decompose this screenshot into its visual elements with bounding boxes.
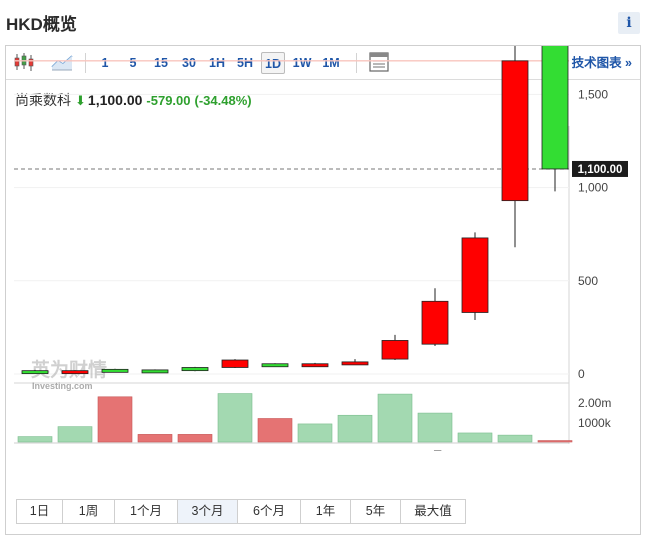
instrument-name: 尚乘数科 — [15, 92, 71, 108]
candle-body — [61, 370, 89, 375]
y-tick-label: 1,000 — [578, 181, 608, 195]
x-tick-label: 2 — [512, 449, 519, 451]
candle — [341, 359, 369, 366]
last-price: 1,100.00 — [87, 92, 143, 108]
candle-body — [341, 361, 369, 366]
volume-bar — [97, 396, 133, 443]
line-chart-icon[interactable] — [50, 51, 74, 73]
x-tick-label: 月 '22 — [432, 449, 463, 451]
candle — [221, 359, 249, 369]
price-change-pct: (-34.48%) — [194, 93, 252, 108]
volume-tick-label: 1000k — [578, 416, 612, 430]
volume-bar — [177, 434, 213, 443]
candle-body — [541, 46, 569, 170]
candle-body — [381, 340, 409, 360]
down-arrow-icon: ⬇ — [75, 93, 86, 108]
x-tick-label: 21 — [188, 449, 202, 451]
range-1y[interactable]: 1年 — [301, 500, 351, 523]
candle — [461, 232, 489, 320]
candle-body — [221, 359, 249, 368]
candle — [301, 362, 329, 368]
last-price-label: 1,100.00 — [578, 164, 623, 176]
x-tick-label: 27 — [348, 449, 362, 451]
volume-bar — [457, 432, 493, 443]
candle — [141, 369, 169, 374]
range-5y[interactable]: 5年 — [351, 500, 401, 523]
candle-body — [261, 363, 289, 368]
last-price-box — [572, 160, 628, 177]
candle — [501, 46, 529, 248]
volume-bar — [57, 426, 93, 443]
interval-5[interactable]: 5 — [129, 56, 137, 70]
volume-bar — [337, 414, 373, 443]
candle-body — [501, 60, 529, 202]
range-selector: 1日 1周 1个月 3个月 6个月 1年 5年 最大值 — [16, 499, 466, 524]
candle — [61, 370, 89, 375]
candle-body — [181, 367, 209, 372]
candle — [381, 334, 409, 361]
candle-body — [101, 368, 129, 373]
x-tick-label: 25 — [268, 449, 282, 451]
info-icon[interactable]: i — [618, 12, 640, 34]
interval-1m[interactable]: 1M — [322, 56, 340, 70]
y-tick-label: 500 — [578, 274, 598, 288]
candle — [21, 369, 49, 375]
interval-1h[interactable]: 1H — [209, 56, 225, 70]
page-title: HKD概览 — [6, 15, 77, 34]
y-tick-label: 1,500 — [578, 87, 608, 101]
watermark: 英为财情 Investing.com — [31, 358, 107, 391]
volume-bar — [417, 412, 453, 443]
candle-body — [141, 369, 169, 374]
candle-body — [461, 237, 489, 313]
volume-bar — [217, 393, 253, 443]
toolbar-separator — [356, 53, 357, 73]
volume-bar — [17, 436, 53, 443]
tech-chart-link[interactable]: 技术图表 » — [571, 56, 632, 70]
x-tick-label: 15 — [28, 449, 42, 451]
volume-bar — [257, 418, 293, 443]
candle — [181, 366, 209, 372]
interval-1[interactable]: 1 — [101, 56, 109, 70]
volume-bar — [377, 393, 413, 443]
volume-bar — [297, 423, 333, 443]
interval-30[interactable]: 30 — [182, 56, 196, 70]
watermark-sub: Investing.com — [32, 381, 93, 391]
volume-bar — [137, 434, 173, 443]
candle — [421, 288, 449, 347]
toolbar-separator — [85, 53, 86, 73]
candle — [541, 46, 569, 192]
interval-1w[interactable]: 1W — [292, 56, 312, 70]
y-tick-label: 0 — [578, 367, 585, 381]
chart-widget: 1 5 15 30 1H 5H 1D 1W 1M 技术图表 » 尚乘数科 ⬇ 1,1… — [5, 45, 641, 535]
volume-bar — [537, 440, 573, 443]
candle-body — [421, 300, 449, 345]
volume-bar — [497, 434, 533, 443]
range-6m[interactable]: 6个月 — [238, 500, 301, 523]
quote-line: 尚乘数科 ⬇ 1,100.00 -579.00 (-34.48%) — [15, 90, 252, 110]
range-max[interactable]: 最大值 — [414, 504, 452, 518]
range-1w[interactable]: 1周 — [63, 500, 115, 523]
candle-body — [21, 370, 49, 375]
chart-toolbar: 1 5 15 30 1H 5H 1D 1W 1M 技术图表 » — [6, 46, 640, 80]
range-1m[interactable]: 1个月 — [115, 500, 178, 523]
volume-tick-label: 2.00m — [578, 396, 611, 410]
candle-body — [301, 363, 329, 368]
range-1d[interactable]: 1日 — [17, 500, 63, 523]
interval-5h[interactable]: 5H — [237, 56, 253, 70]
candle — [261, 363, 289, 368]
x-tick-label: 19 — [108, 449, 122, 451]
interval-15[interactable]: 15 — [154, 56, 168, 70]
price-chart[interactable]: 英为财情 Investing.com 2,5002,0001,5001,0005… — [6, 46, 640, 451]
candle — [101, 368, 129, 373]
watermark-main: 英为财情 — [31, 358, 107, 381]
range-3m[interactable]: 3个月 — [178, 500, 238, 523]
price-change: -579.00 — [146, 93, 191, 108]
